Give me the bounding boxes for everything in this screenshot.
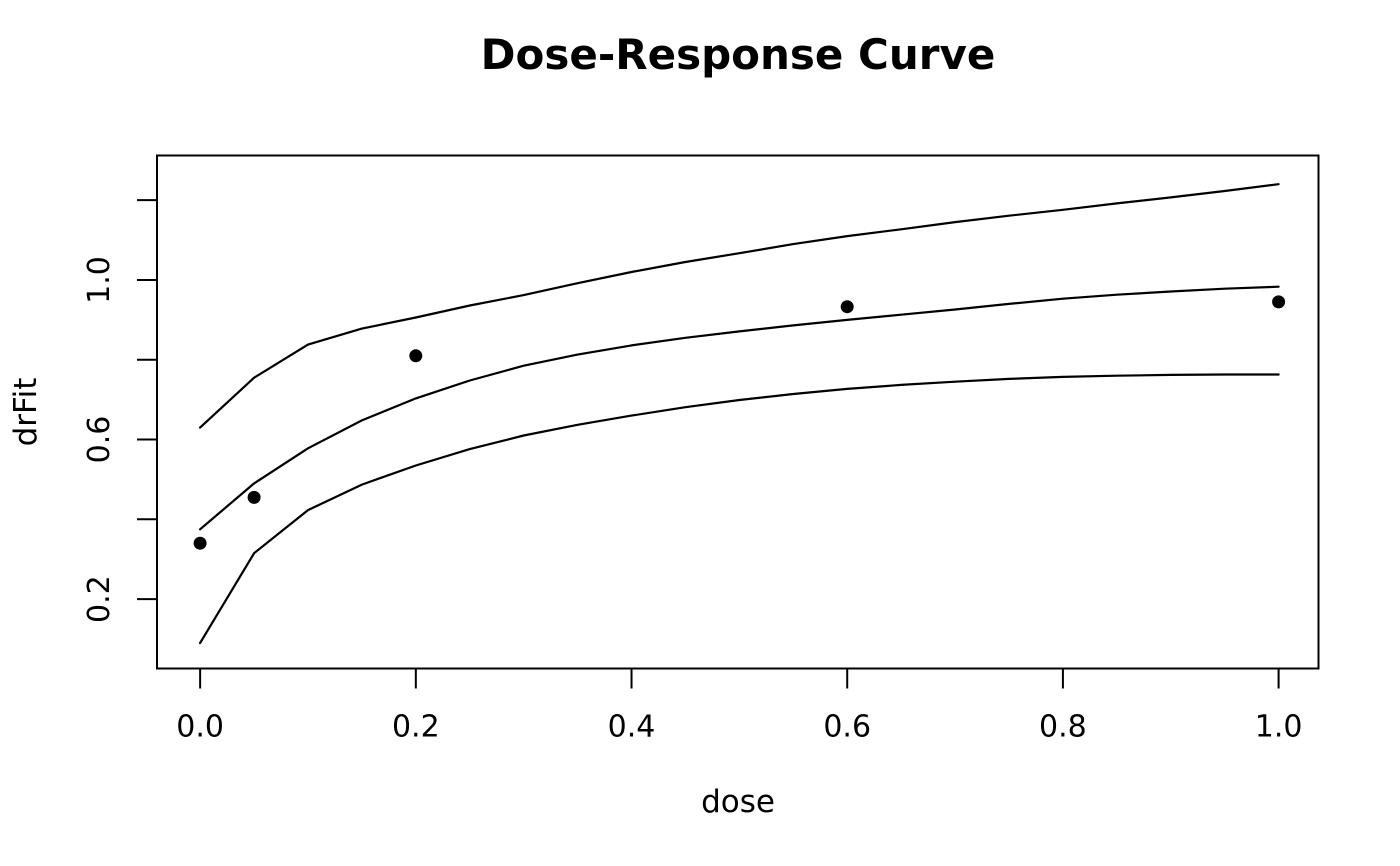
y-axis-label-text: drFit [8, 377, 44, 447]
data-point [193, 536, 207, 550]
lower-confidence-band-curve [199, 373, 1280, 645]
chart-title: Dose-Response Curve [480, 30, 996, 79]
plot-border [156, 154, 1320, 670]
y-tick-label: 0.6 [82, 416, 117, 464]
x-tick-label: 0.2 [392, 710, 440, 745]
y-axis: 0.2 0.6 1.0 [82, 199, 157, 623]
upper-confidence-band-curve [199, 183, 1280, 429]
fitted-model-curve [199, 285, 1280, 531]
data-point [840, 300, 854, 314]
y-tick-label: 0.2 [82, 575, 117, 623]
x-tick-label: 0.0 [176, 710, 224, 745]
data-point [409, 349, 423, 363]
x-axis: 0.0 0.2 0.4 0.6 0.8 1.0 [176, 668, 1303, 745]
x-axis-label: dose [701, 784, 775, 820]
x-tick-label: 0.4 [608, 710, 656, 745]
data-point [247, 490, 261, 504]
data-point [1272, 295, 1286, 309]
x-tick-label: 0.6 [823, 710, 871, 745]
y-tick-label: 1.0 [82, 256, 117, 304]
x-tick-label: 0.8 [1039, 710, 1087, 745]
data-points [193, 295, 1286, 550]
x-tick-label: 1.0 [1255, 710, 1303, 745]
